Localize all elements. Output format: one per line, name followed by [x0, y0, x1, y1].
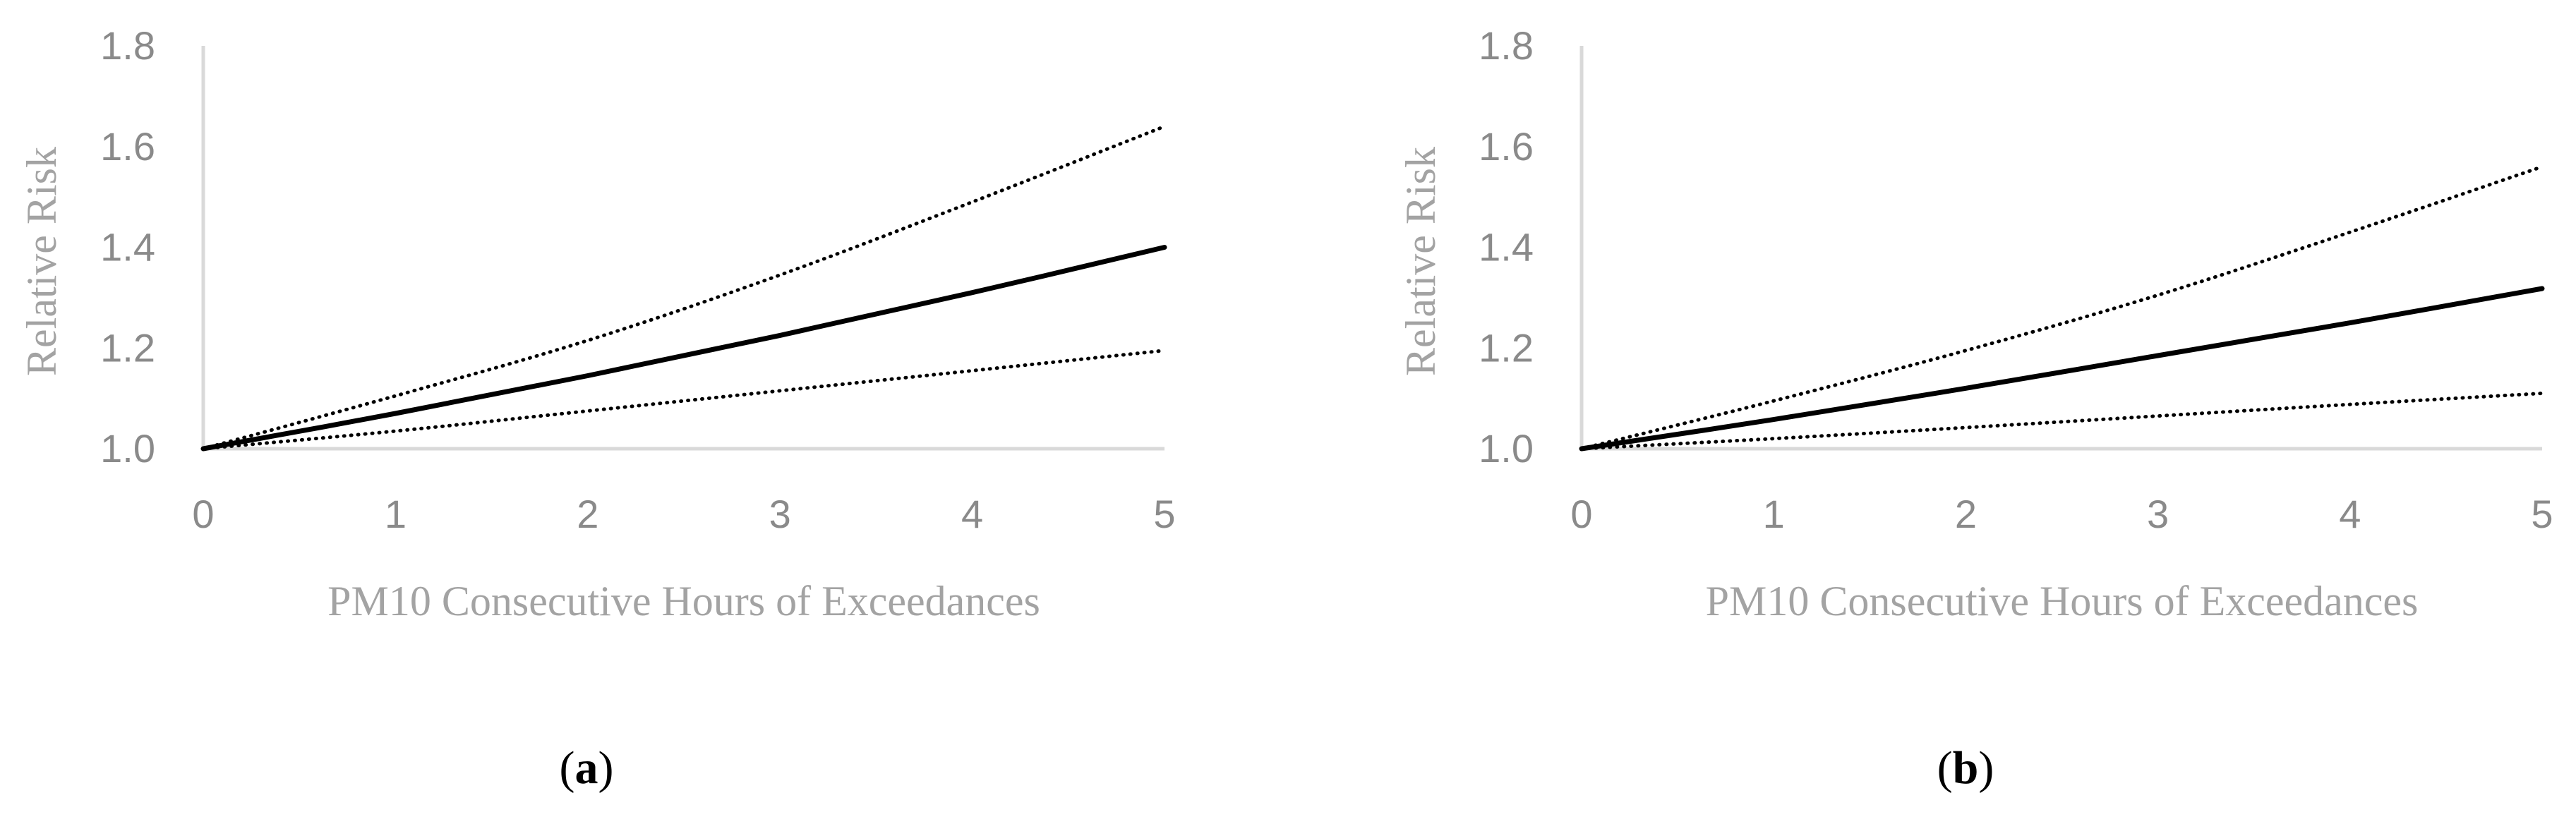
y-tick-label: 1.0	[1479, 426, 1534, 471]
x-axis-title: PM10 Consecutive Hours of Exceedances	[327, 578, 1040, 624]
series-line-dotted-1	[1579, 164, 2544, 451]
x-tick-label: 0	[192, 492, 214, 536]
y-tick-label: 1.8	[1479, 23, 1534, 68]
y-tick-label: 1.2	[1479, 325, 1534, 370]
x-tick-label: 5	[2531, 492, 2553, 536]
series-line-dotted-1	[201, 124, 1167, 451]
x-tick-label: 2	[1955, 492, 1977, 536]
panel-label: (a)	[560, 742, 614, 794]
y-tick-label: 1.2	[100, 325, 155, 370]
panel-label: (b)	[1937, 742, 1994, 794]
x-tick-label: 4	[2339, 492, 2361, 536]
x-tick-label: 1	[1763, 492, 1785, 536]
chart-panel-a: 1.0 1.2 1.4 1.6 1.8 0 1 2 3 4 5 PM10 Consecutive Ho…	[18, 23, 1176, 794]
x-tick-label: 0	[1570, 492, 1592, 536]
y-axis-title: Relative Risk	[1397, 147, 1444, 376]
y-tick-label: 1.8	[100, 23, 155, 68]
series-line-dotted-2	[201, 349, 1167, 451]
y-tick-label: 1.0	[100, 426, 155, 471]
y-tick-label: 1.4	[100, 225, 155, 270]
x-tick-label: 3	[2147, 492, 2169, 536]
x-axis-title: PM10 Consecutive Hours of Exceedances	[1706, 578, 2419, 624]
x-tick-label: 3	[769, 492, 791, 536]
y-tick-label: 1.6	[100, 124, 155, 169]
x-tick-label: 1	[385, 492, 407, 536]
y-axis-title: Relative Risk	[18, 147, 65, 376]
y-tick-label: 1.6	[1479, 124, 1534, 169]
series-line-solid	[1579, 286, 2545, 452]
y-tick-label: 1.4	[1479, 225, 1534, 270]
x-tick-label: 2	[577, 492, 598, 536]
x-tick-label: 5	[1153, 492, 1175, 536]
series-line-solid	[200, 245, 1167, 452]
series-line-dotted-2	[1579, 392, 2544, 451]
x-tick-label: 4	[961, 492, 983, 536]
chart-panel-b: 1.0 1.2 1.4 1.6 1.8 0 1 2 3 4 5 PM10 Consecutive Ho…	[1397, 23, 2553, 794]
